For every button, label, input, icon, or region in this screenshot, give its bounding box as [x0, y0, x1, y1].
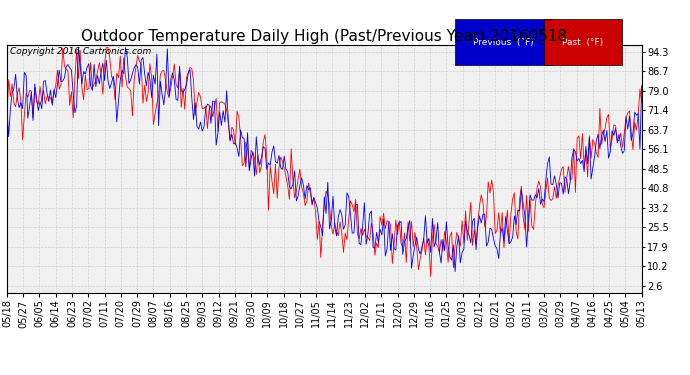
Text: Previous  (°F): Previous (°F) [473, 38, 534, 46]
Title: Outdoor Temperature Daily High (Past/Previous Year) 20160518: Outdoor Temperature Daily High (Past/Pre… [81, 29, 567, 44]
Text: Past  (°F): Past (°F) [562, 38, 604, 46]
Text: Copyright 2016 Cartronics.com: Copyright 2016 Cartronics.com [10, 48, 151, 57]
